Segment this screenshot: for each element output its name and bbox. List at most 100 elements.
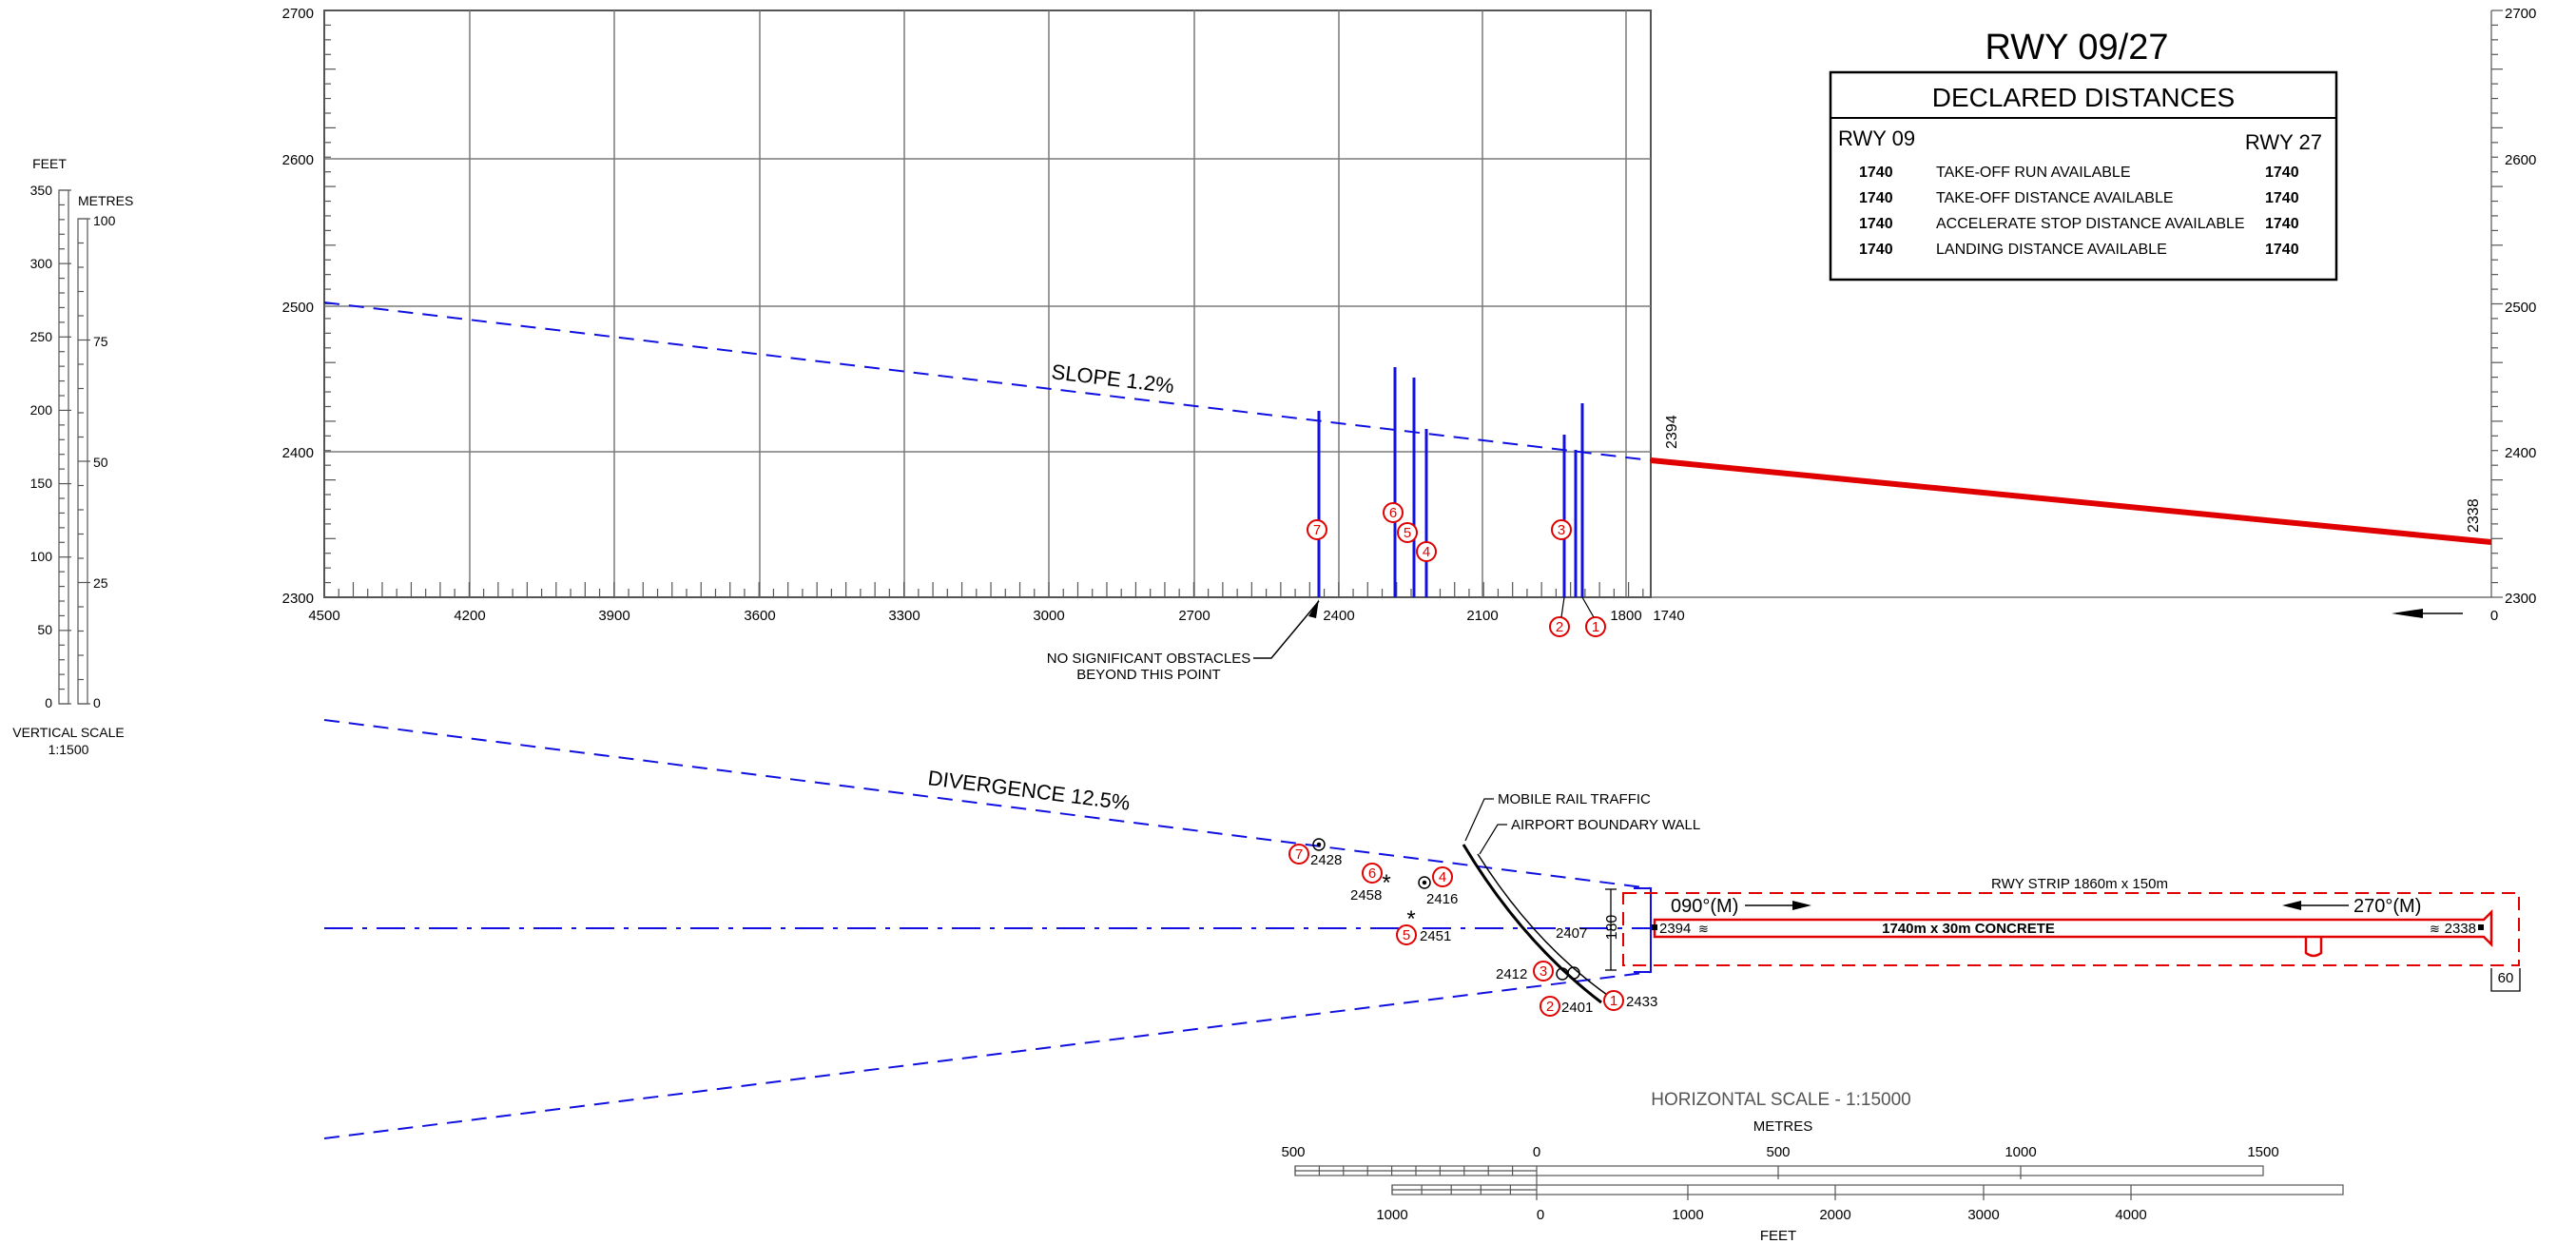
divergence-lower — [323, 971, 1652, 1139]
distance-labels: 4500 4200 3900 3600 3300 3000 2700 2400 … — [308, 608, 2498, 624]
dist-label: 3600 — [744, 608, 775, 624]
plan-obstacle-markers — [1288, 844, 1624, 1017]
runway-label: 1740m x 30m CONCRETE — [1882, 921, 2055, 937]
elev-label: 2400 — [2505, 445, 2536, 461]
hdg-27-label: 270°(M) — [2353, 896, 2421, 917]
dist-label: 2100 — [1466, 608, 1498, 624]
hs-title: HORIZONTAL SCALE - 1:15000 — [1651, 1090, 1911, 1110]
plan-obstacle-elev: 2412 — [1496, 966, 1527, 982]
chart-title: RWY 09/27 — [1985, 28, 2169, 68]
plan-marker-1 — [1603, 990, 1624, 1011]
runway — [1653, 908, 2493, 958]
obstacle-id: 5 — [1404, 525, 1411, 541]
dist-label: 2700 — [1178, 608, 1210, 624]
threshold-lights-east: ≋ — [2430, 922, 2440, 936]
elev-label: 2400 — [282, 445, 314, 461]
plan-marker-3 — [1533, 961, 1554, 982]
plan-obstacle-elev: 2401 — [1561, 1000, 1593, 1016]
right-elevation-axis — [2490, 10, 2503, 598]
plan-marker-4 — [1432, 866, 1453, 887]
vs-feet-tick: 100 — [30, 549, 53, 564]
obstacle-id: 7 — [1313, 522, 1321, 538]
elevation-labels-right: 2700 2600 2500 2400 2300 — [2505, 6, 2536, 607]
strip-label: RWY STRIP 1860m x 150m — [1991, 876, 2168, 892]
vs-feet-tick: 0 — [45, 695, 52, 710]
plan-obstacle-elevs: 2428 2458 2416 2451 2412 2401 2433 2407 — [1310, 852, 1657, 1016]
dist-label: 3000 — [1033, 608, 1064, 624]
width-60-label: 60 — [2498, 970, 2514, 986]
elev-label: 2600 — [282, 152, 314, 168]
vs-feet-tick: 300 — [30, 256, 53, 271]
dist-label: 1800 — [1610, 608, 1641, 624]
obstacle-marker-7 — [1307, 519, 1327, 540]
dd-label: TAKE-OFF DISTANCE AVAILABLE — [1936, 190, 2174, 206]
vs-metre-tick: 50 — [93, 455, 108, 470]
rwy09-heading: RWY 09 — [1838, 126, 1915, 150]
vs-metres-label: METRES — [78, 193, 133, 208]
vs-feet-tick: 250 — [30, 329, 53, 344]
plan-obstacle-elev: 2428 — [1310, 852, 1342, 868]
dd-right-value: 1740 — [2265, 242, 2299, 258]
heading-09: 090°(M) — [1671, 896, 1811, 917]
plan-marker-2 — [1540, 996, 1560, 1017]
obstacle-marker-1 — [1585, 616, 1606, 637]
obstacle-5-star: * — [1406, 906, 1415, 932]
dd-left-value: 1740 — [1859, 216, 1893, 232]
obstacle-marker-6 — [1383, 502, 1404, 523]
slope-line — [323, 301, 1652, 461]
note-line-1: NO SIGNIFICANT OBSTACLES — [1047, 651, 1250, 667]
vertical-scale: FEET METRES 350 300 250 200 150 100 50 0… — [12, 156, 133, 757]
hs-feet-tick: 2000 — [1819, 1207, 1850, 1223]
obstacle-id: 1 — [1592, 619, 1599, 635]
hs-metre-tick: 1000 — [2005, 1144, 2036, 1160]
dist-label: 4500 — [308, 608, 339, 624]
plan-obstacle-symbols — [1312, 838, 1580, 981]
no-obstacle-note: NO SIGNIFICANT OBSTACLES BEYOND THIS POI… — [1047, 599, 1320, 683]
vs-metre-tick: 100 — [93, 213, 116, 228]
plan-obstacle-elev: 2433 — [1626, 994, 1657, 1010]
obstacle-id: 3 — [1558, 522, 1565, 538]
runway-profile — [1650, 457, 2492, 545]
mobile-rail-label: MOBILE RAIL TRAFFIC — [1498, 791, 1651, 807]
plan-marker-7 — [1288, 844, 1309, 865]
hs-feet-tick: 0 — [1537, 1207, 1544, 1223]
dist-label: 0 — [2490, 608, 2498, 624]
width-180-label: 180 — [1604, 915, 1620, 941]
obstacle-id: 6 — [1389, 505, 1397, 521]
declared-distances-panel: RWY 09/27 DECLARED DISTANCES RWY 09 RWY … — [1829, 28, 2338, 282]
dd-right-value: 1740 — [2265, 216, 2299, 232]
plan-obstacle-ids: 7 6 4 5 3 2 1 — [1295, 846, 1617, 1015]
rwy27-heading: RWY 27 — [2245, 130, 2322, 154]
vs-feet-tick: 50 — [37, 622, 52, 637]
obstacle-leaders — [1560, 596, 1595, 618]
dd-label: TAKE-OFF RUN AVAILABLE — [1936, 165, 2131, 181]
plan-obstacle-elev: 2458 — [1350, 887, 1382, 904]
vs-feet-label: FEET — [32, 156, 67, 171]
note-line-2: BEYOND THIS POINT — [1076, 667, 1220, 683]
elev-label: 2300 — [2505, 591, 2536, 607]
obstacle-marker-5 — [1397, 522, 1418, 543]
slope-label: SLOPE 1.2% — [1050, 360, 1175, 398]
dist-label: 2400 — [1323, 608, 1354, 624]
hs-feet-tick: 1000 — [1376, 1207, 1407, 1223]
vs-feet-tick: 150 — [30, 476, 53, 491]
dd-right-value: 1740 — [2265, 190, 2299, 206]
plan-obstacle-elev: 2407 — [1556, 925, 1587, 942]
elev-label: 2300 — [282, 591, 314, 607]
hs-metre-tick: 0 — [1533, 1144, 1540, 1160]
plan-obstacle-id: 6 — [1368, 865, 1376, 882]
plan-marker-5 — [1396, 924, 1417, 945]
thr-27-elev: 2338 — [2445, 921, 2476, 937]
elev-label: 2600 — [2505, 152, 2536, 168]
horizontal-scale: HORIZONTAL SCALE - 1:15000 METRES 500 0 … — [1281, 1090, 2344, 1244]
runway-strip — [1622, 892, 2520, 966]
hs-feet-label: FEET — [1760, 1228, 1796, 1244]
hs-feet-tick: 3000 — [1967, 1207, 1999, 1223]
thr-09-elev: 2394 — [1659, 921, 1691, 937]
obstacle-marker-3 — [1551, 519, 1572, 540]
profile-obstacles — [1317, 367, 1584, 597]
distance-axis — [323, 582, 2491, 598]
vs-feet-tick: 200 — [30, 402, 53, 418]
dd-left-value: 1740 — [1859, 242, 1893, 258]
